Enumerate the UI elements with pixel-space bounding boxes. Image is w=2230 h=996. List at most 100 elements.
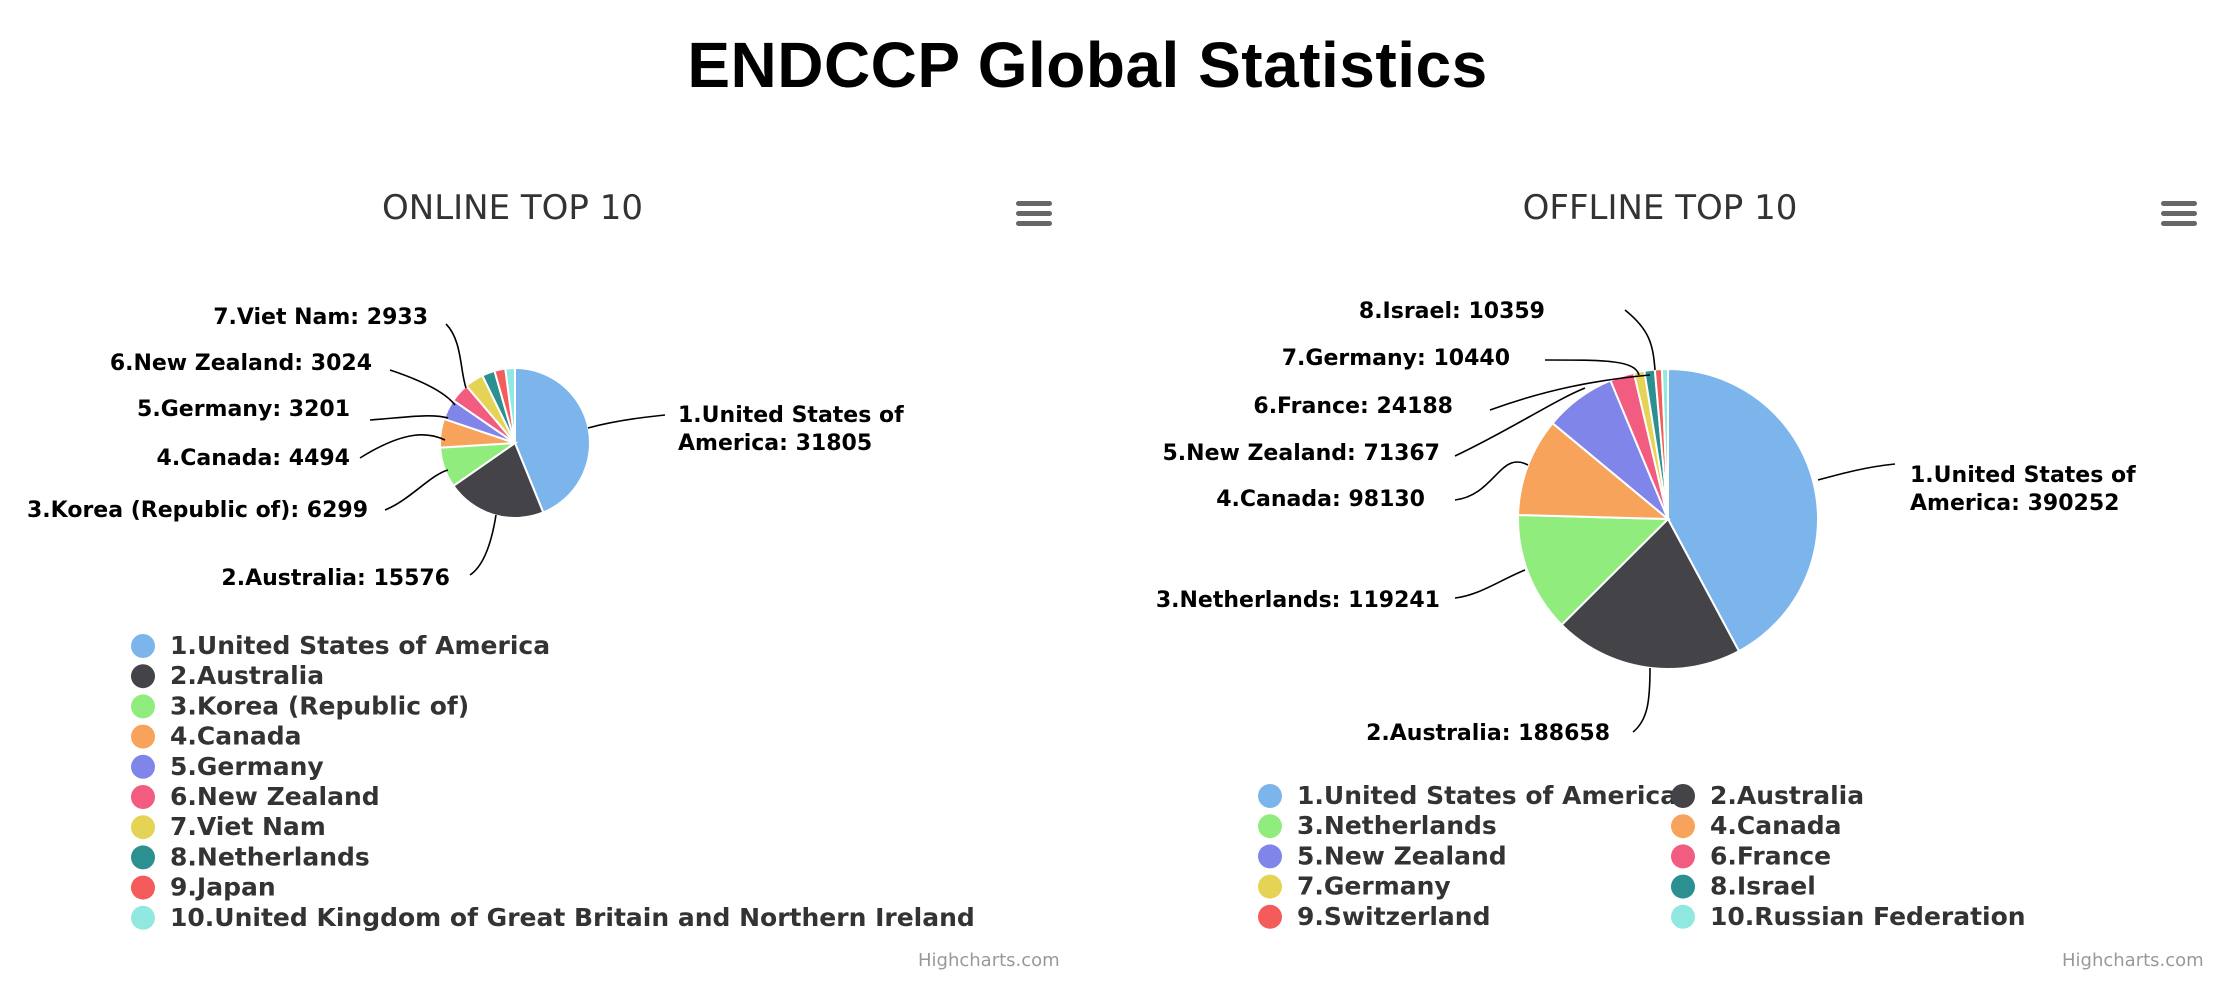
legend-label: 7.Germany (1297, 872, 1451, 901)
offline-chart: OFFLINE TOP 10 1.United States of America… (1115, 170, 2230, 990)
legend-label: 9.Switzerland (1297, 902, 1490, 931)
hamburger-menu-icon-bar (2161, 211, 2197, 216)
online-connector-canada (359, 434, 446, 459)
legend-label: 6.New Zealand (170, 782, 380, 811)
online-legend-item-viet-nam[interactable]: 7.Viet Nam (131, 812, 326, 841)
chart-title-online: ONLINE TOP 10 (382, 188, 643, 228)
online-legend-item-new-zealand[interactable]: 6.New Zealand (131, 782, 380, 811)
legend-label: 10.United Kingdom of Great Britain and N… (170, 903, 975, 932)
legend-symbol (1671, 904, 1695, 929)
legend-label: 10.Russian Federation (1710, 902, 2026, 931)
offline-legend-item-united-states-of-america[interactable]: 1.United States of America (1258, 781, 1677, 810)
online-legend-item-germany[interactable]: 5.Germany (131, 752, 324, 781)
offline-data-label-netherlands: 3.Netherlands: 119241 (1156, 588, 1440, 613)
legend-symbol (131, 875, 155, 900)
online-legend-item-korea-republic-of[interactable]: 3.Korea (Republic of) (131, 691, 469, 720)
offline-data-label-canada: 4.Canada: 98130 (1216, 487, 1425, 512)
online-connector-united-states-of-america (587, 414, 666, 429)
legend-label: 4.Canada (1710, 811, 1842, 840)
offline-pie-chart: 1.United States of America: 390252 2.Austr… (1156, 299, 2136, 931)
legend-symbol (1258, 784, 1282, 808)
offline-connector-new-zealand (1454, 387, 1586, 457)
legend-symbol (131, 815, 155, 840)
legend-symbol (131, 905, 155, 930)
online-slice-united-kingdom-of-great-britain-and-northern-ireland[interactable] (504, 366, 516, 444)
legend-label: 4.Canada (170, 722, 302, 751)
legend-symbol (1671, 844, 1695, 869)
online-chart-menu-button[interactable] (1012, 196, 1056, 236)
offline-data-label-new-zealand: 5.New Zealand: 71367 (1163, 441, 1441, 466)
legend-label: 1.United States of America (1297, 781, 1677, 810)
online-legend-item-canada[interactable]: 4.Canada (131, 722, 302, 751)
legend-symbol (131, 694, 155, 719)
legend-label: 7.Viet Nam (170, 812, 326, 841)
chart-title-offline: OFFLINE TOP 10 (1522, 188, 1798, 228)
legend-label: 5.New Zealand (1297, 841, 1507, 870)
legend-symbol (1671, 814, 1695, 839)
offline-slice-australia[interactable] (1560, 517, 1741, 670)
online-connector-germany (369, 415, 449, 421)
offline-legend-item-switzerland[interactable]: 9.Switzerland (1258, 902, 1490, 931)
online-legend-item-netherlands[interactable]: 8.Netherlands (131, 842, 370, 871)
offline-slice-netherlands[interactable] (1517, 513, 1671, 627)
offline-connector-united-states-of-america (1817, 463, 1896, 481)
offline-legend-item-russian-federation[interactable]: 10.Russian Federation (1671, 902, 2026, 931)
online-data-label-new-zealand: 6.New Zealand: 3024 (110, 351, 372, 376)
offline-legend-item-france[interactable]: 6.France (1671, 841, 1831, 870)
offline-slice-canada[interactable] (1517, 421, 1671, 521)
offline-data-label-united-states-of-america: 1.United States of America: 390252 (1910, 463, 2136, 516)
offline-data-label-germany: 7.Germany: 10440 (1282, 346, 1510, 371)
offline-legend-item-canada[interactable]: 4.Canada (1671, 811, 1842, 840)
offline-connector-israel (1624, 309, 1656, 371)
offline-connector-canada (1454, 461, 1529, 501)
legend-symbol (1671, 874, 1695, 899)
online-legend-item-united-states-of-america[interactable]: 1.United States of America (131, 631, 550, 660)
online-slice-australia[interactable] (452, 441, 545, 519)
online-data-label-viet-nam: 7.Viet Nam: 2933 (213, 305, 428, 330)
legend-symbol (1671, 784, 1695, 808)
legend-label: 2.Australia (170, 661, 324, 690)
highcharts-credit[interactable]: Highcharts.com (918, 950, 1060, 971)
online-data-label-australia: 2.Australia: 15576 (221, 566, 450, 591)
legend-label: 8.Netherlands (170, 842, 370, 871)
offline-data-label-australia: 2.Australia: 188658 (1366, 721, 1610, 746)
online-connector-viet-nam (445, 323, 467, 389)
online-data-label-united-states-of-america: 1.United States of America: 31805 (678, 403, 904, 456)
offline-legend-item-australia[interactable]: 2.Australia (1671, 781, 1864, 810)
online-chart: ONLINE TOP 10 1.United States of America:… (0, 170, 1090, 990)
hamburger-menu-icon-bar (1016, 211, 1052, 216)
online-legend-item-united-kingdom-of-great-britain-and-northern-ireland[interactable]: 10.United Kingdom of Great Britain and N… (131, 903, 975, 932)
offline-connector-netherlands (1454, 569, 1526, 599)
offline-legend-item-germany[interactable]: 7.Germany (1258, 872, 1451, 901)
offline-legend-item-new-zealand[interactable]: 5.New Zealand (1258, 841, 1507, 870)
online-data-label-korea-republic-of: 3.Korea (Republic of): 6299 (27, 498, 368, 523)
online-data-label-germany: 5.Germany: 3201 (137, 397, 350, 422)
online-legend-item-japan[interactable]: 9.Japan (131, 873, 276, 902)
legend-label: 2.Australia (1710, 781, 1864, 810)
highcharts-credit[interactable]: Highcharts.com (2062, 950, 2204, 971)
offline-connector-australia (1632, 667, 1651, 733)
legend-label: 8.Israel (1710, 872, 1816, 901)
legend-symbol (1258, 814, 1282, 839)
online-data-label-canada: 4.Canada: 4494 (157, 446, 350, 471)
offline-data-label-france: 6.France: 24188 (1253, 394, 1453, 419)
offline-legend-item-israel[interactable]: 8.Israel (1671, 872, 1816, 901)
hamburger-menu-icon (1016, 201, 1052, 206)
offline-slice-united-states-of-america[interactable] (1667, 367, 1819, 653)
legend-symbol (131, 754, 155, 779)
offline-legend-item-netherlands[interactable]: 3.Netherlands (1258, 811, 1497, 840)
legend-label: 3.Netherlands (1297, 811, 1497, 840)
hamburger-menu-icon-bar (2161, 221, 2197, 226)
offline-connector-france (1489, 374, 1651, 411)
legend-symbol (131, 845, 155, 870)
hamburger-menu-icon-bar (1016, 221, 1052, 226)
legend-label: 1.United States of America (170, 631, 550, 660)
offline-connector-germany (1544, 359, 1640, 376)
online-legend-item-australia[interactable]: 2.Australia (131, 661, 324, 690)
offline-chart-menu-button[interactable] (2157, 196, 2201, 236)
offline-slice-russian-federation[interactable] (1660, 367, 1669, 520)
legend-symbol (131, 634, 155, 658)
online-connector-new-zealand (389, 369, 456, 406)
online-pie-chart: 1.United States of America: 31805 2.Austra… (27, 305, 975, 932)
legend-label: 9.Japan (170, 873, 276, 902)
